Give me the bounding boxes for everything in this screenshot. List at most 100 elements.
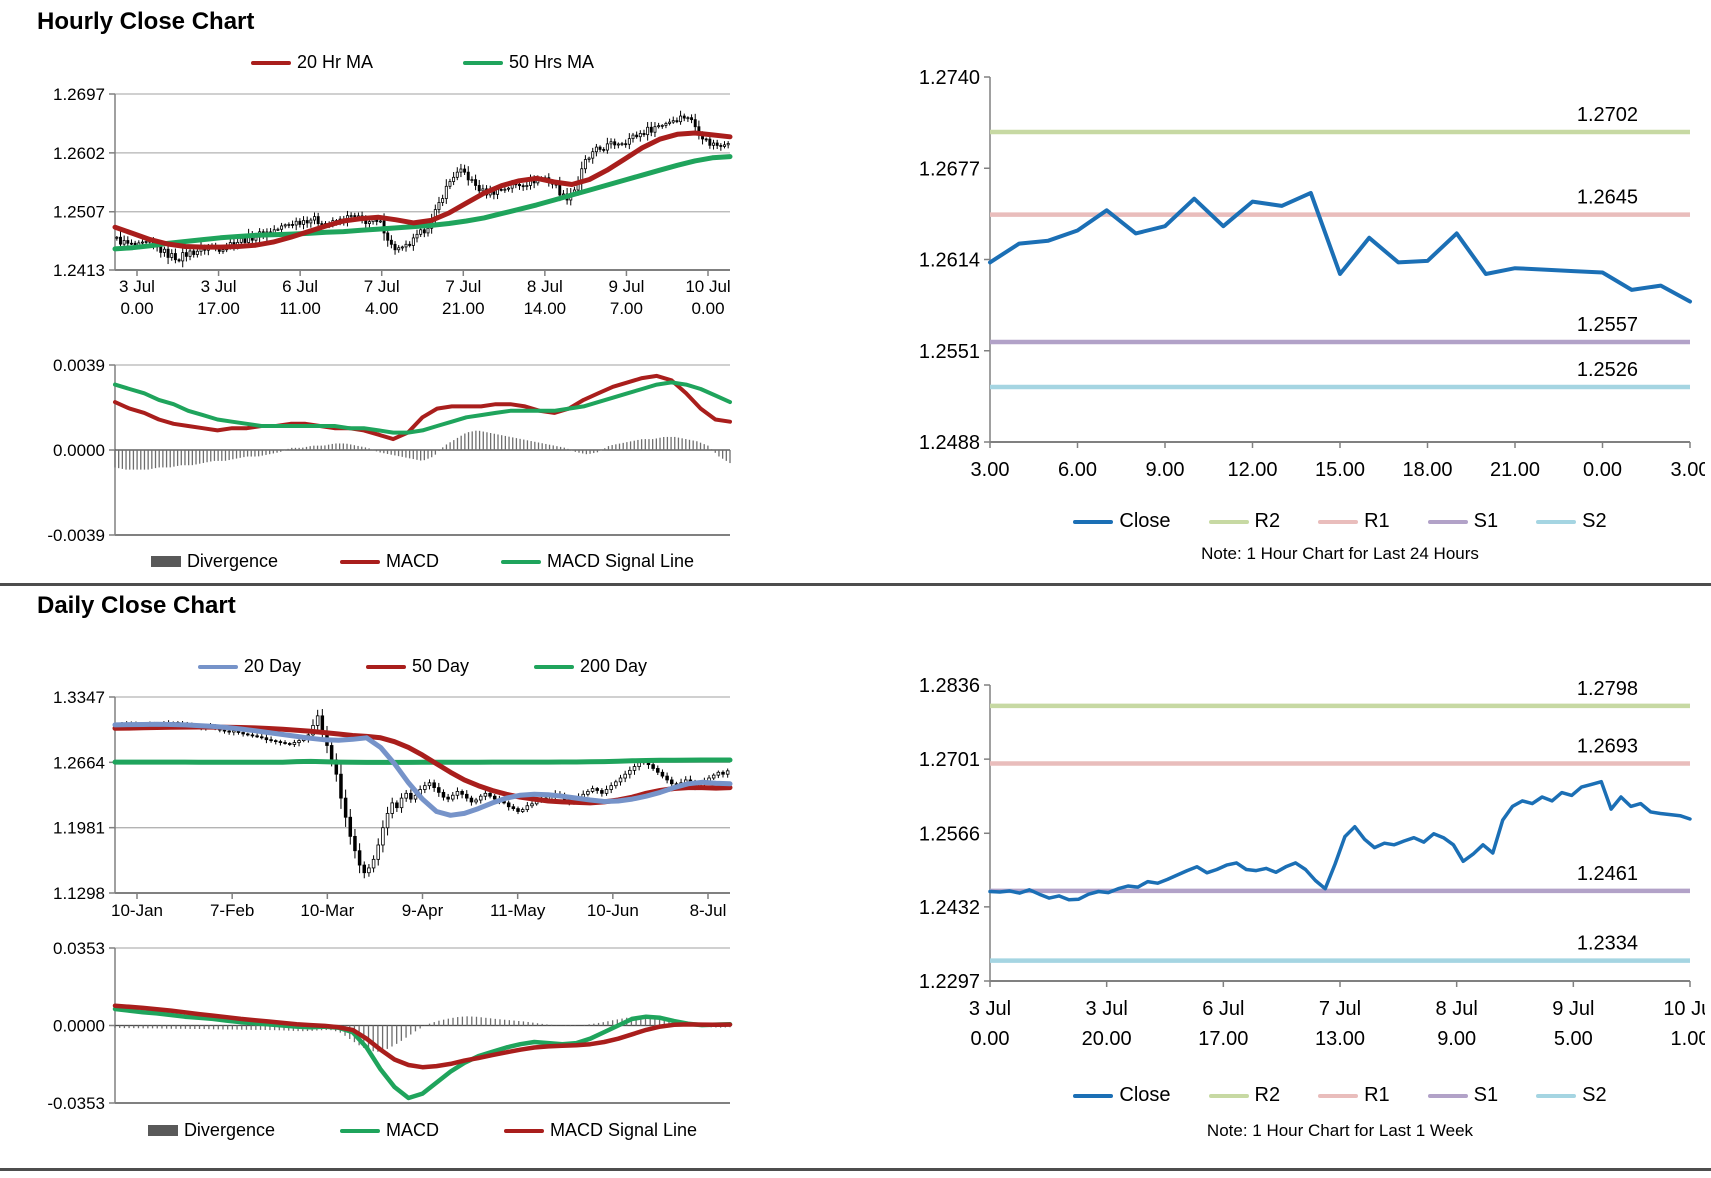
legend-item: Close [1073, 510, 1171, 533]
x-tick-label: 7.00 [610, 299, 643, 318]
legend-item: 50 Day [365, 656, 470, 677]
bottom-divider [0, 1168, 1711, 1171]
y-tick-label: 1.2297 [919, 971, 980, 993]
legend-item: MACD Signal Line [500, 551, 694, 572]
legend-swatch-r1 [1318, 519, 1359, 524]
x-tick-label: 6 Jul [1202, 998, 1244, 1020]
level-label: 1.2526 [1577, 359, 1638, 381]
close-week-legend: Close R2 R1 S1 S2 [990, 1084, 1690, 1107]
x-tick-label: 3 Jul [969, 998, 1011, 1020]
legend-swatch-close [1073, 1093, 1114, 1098]
y-tick-label: 1.1298 [53, 884, 105, 903]
legend-swatch-20-day [197, 664, 238, 669]
legend-swatch-s2 [1536, 519, 1577, 524]
legend-swatch-200-day [534, 664, 575, 669]
legend-label: S1 [1473, 1084, 1499, 1106]
legend-label: S2 [1582, 1084, 1607, 1106]
x-tick-label: 3.00 [1671, 459, 1705, 481]
series-macd [112, 1006, 733, 1101]
hourly-macd-chart: 0.0039 0.0000 -0.0039 Divergence MACD MACD Si… [40, 325, 740, 593]
level-label: 1.2557 [1577, 314, 1638, 336]
legend-item: S1 [1427, 510, 1498, 533]
y-tick-label: 1.2677 [919, 158, 980, 180]
legend-item: S2 [1536, 510, 1607, 533]
x-tick-label: 10-Jan [111, 901, 163, 920]
x-tick-label: 17.00 [1198, 1028, 1248, 1050]
legend-item: S2 [1536, 1084, 1607, 1107]
x-tick-label: 9-Apr [402, 901, 444, 920]
y-tick-label: 1.2697 [53, 85, 105, 104]
daily-price-chart: 1.3347 1.2664 1.1981 1.1298 10-Jan 7-Feb 10-Ma… [40, 598, 740, 943]
y-tick-label: -0.0039 [47, 526, 105, 545]
y-tick-label: 1.2836 [919, 675, 980, 697]
x-tick-label: 9.00 [1437, 1028, 1476, 1050]
legend-swatch-r1 [1318, 1093, 1359, 1098]
legend-item: Divergence [150, 551, 278, 572]
x-tick-label: 18.00 [1402, 459, 1452, 481]
series-close [988, 779, 1692, 902]
series-20-hr-ma [112, 130, 733, 250]
x-tick-label: 15.00 [1315, 459, 1365, 481]
legend-label: 50 Hrs MA [509, 52, 595, 72]
x-tick-label: 3 Jul [1086, 998, 1128, 1020]
x-tick-label: 21.00 [1490, 459, 1540, 481]
close-24h-chart: 1.2740 1.2677 1.2614 1.2551 1.2488 1.2702 1.26… [845, 52, 1705, 580]
legend-label: Close [1119, 1084, 1171, 1106]
legend-item: 20 Day [197, 656, 301, 677]
hourly-section-title: Hourly Close Chart [37, 8, 255, 35]
hourly-macd-legend: Divergence MACD MACD Signal Line [115, 551, 730, 572]
legend-item: MACD [339, 551, 439, 572]
legend-label: 50 Day [411, 656, 470, 676]
x-tick-label: 6 Jul [282, 277, 318, 296]
legend-swatch-macd-signal-line [500, 559, 541, 564]
x-tick-label: 0.00 [691, 299, 724, 318]
legend-swatch-divergence [147, 1125, 178, 1136]
legend-item: S1 [1427, 1084, 1499, 1107]
x-tick-label: 14.00 [524, 299, 567, 318]
daily-macd-legend: Divergence MACD MACD Signal Line [115, 1120, 730, 1141]
x-tick-label: 10-Jun [587, 901, 639, 920]
legend-item: 50 Hrs MA [463, 52, 594, 73]
hourly-price-legend: 20 Hr MA 50 Hrs MA [115, 52, 730, 73]
legend-item: R1 [1318, 1084, 1390, 1107]
level-label: 1.2645 [1577, 187, 1638, 209]
x-tick-label: 4.00 [365, 299, 398, 318]
close-24h-canvas: 1.2740 1.2677 1.2614 1.2551 1.2488 1.2702 1.26… [919, 67, 1705, 481]
x-tick-label: 11-May [490, 901, 546, 920]
legend-item: MACD [339, 1120, 439, 1141]
close-week-note: Note: 1 Hour Chart for Last 1 Week [1206, 1121, 1474, 1140]
legend-label: Divergence [186, 551, 278, 571]
x-tick-label: 8-Jul [690, 901, 727, 920]
legend-label: R1 [1364, 1084, 1390, 1106]
legend-swatch-20-hr-ma [250, 60, 291, 65]
legend-label: 200 Day [580, 656, 648, 676]
y-tick-label: 1.2740 [919, 67, 980, 89]
x-tick-label: 10-Mar [300, 901, 354, 920]
legend-item: 200 Day [534, 656, 647, 677]
x-tick-label: 0.00 [1583, 459, 1622, 481]
x-tick-label: 7 Jul [1319, 998, 1361, 1020]
daily-price-canvas: 1.3347 1.2664 1.1981 1.1298 10-Jan 7-Feb 10-Ma… [53, 688, 733, 920]
y-tick-label: 1.2566 [919, 823, 980, 845]
level-label: 1.2461 [1577, 863, 1638, 885]
y-tick-label: 0.0000 [53, 1016, 105, 1035]
y-tick-label: 1.2413 [53, 261, 105, 280]
y-tick-label: 0.0353 [53, 939, 105, 958]
y-tick-label: 1.2432 [919, 897, 980, 919]
series-close [988, 190, 1692, 304]
legend-label: Divergence [183, 1120, 275, 1140]
close-week-canvas: 1.2836 1.2701 1.2566 1.2432 1.2297 1.2798 1.26… [919, 675, 1705, 1050]
series-macd-signal-line [113, 380, 732, 435]
y-tick-label: 1.2602 [53, 144, 105, 163]
section-divider [0, 583, 1711, 586]
x-tick-label: 9.00 [1146, 459, 1185, 481]
legend-label: 20 Hr MA [296, 52, 373, 72]
legend-swatch-macd [339, 1128, 380, 1133]
series-macd-signal-line [112, 1003, 733, 1070]
close-24h-legend: Close R2 R1 S1 S2 [990, 510, 1690, 533]
legend-swatch-close [1073, 519, 1114, 524]
legend-item: R1 [1318, 510, 1390, 533]
level-label: 1.2693 [1577, 736, 1638, 758]
x-tick-label: 12.00 [1227, 459, 1277, 481]
